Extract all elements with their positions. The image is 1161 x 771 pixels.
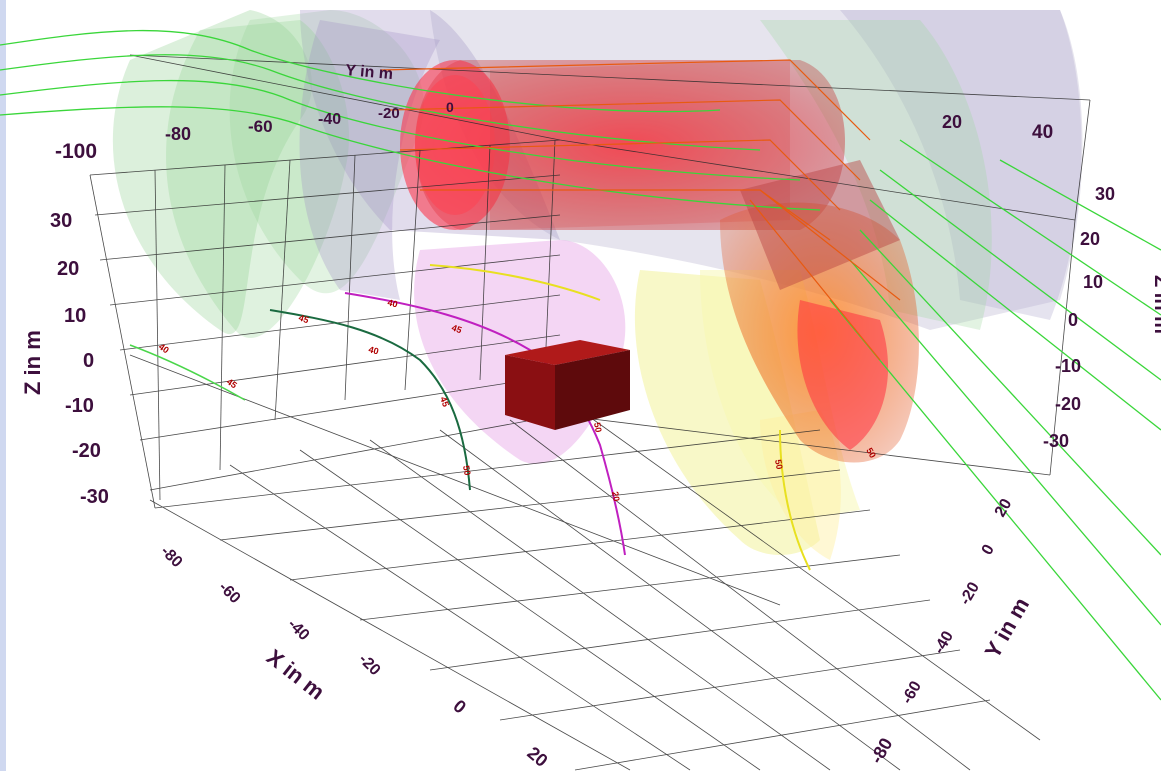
x-tick: -20	[355, 651, 383, 679]
y-top-tick: -60	[248, 117, 273, 136]
y-top-tick: 0	[446, 99, 454, 115]
y-tick: 0	[979, 542, 998, 558]
y-axis-top-title: Y in m	[345, 62, 394, 83]
z-left-tick: -20	[72, 440, 101, 462]
y-top-tick: -40	[318, 111, 341, 128]
contour-label: 45	[297, 312, 310, 325]
z-left-tick: -30	[80, 486, 109, 508]
y-axis-top: Y in m -100 -80 -60 -40 -20 0 20 40	[55, 62, 1053, 163]
x-axis: X in m -80 -60 -40 -20 0 20	[157, 543, 551, 771]
x-tick: -40	[284, 616, 312, 644]
x-axis-title: X in m	[262, 644, 329, 704]
contour-label: 45	[438, 395, 451, 408]
z-axis-left: Z in m 30 20 10 0 -10 -20 -30	[20, 210, 109, 508]
z-left-tick: -10	[65, 395, 94, 417]
cylinder-contours	[379, 59, 901, 361]
z-right-tick: -20	[1055, 394, 1081, 414]
z-left-tick: 30	[50, 210, 72, 232]
y-top-tick: -100	[55, 140, 97, 163]
z-right-tick: 10	[1083, 272, 1103, 292]
contour-label: 50	[592, 422, 604, 434]
y-axis: Y in m 20 0 -20 -40 -60 -80	[866, 496, 1034, 767]
z-right-tick: 30	[1095, 184, 1115, 204]
contour-label: 40	[157, 341, 171, 355]
side-strip	[0, 0, 6, 771]
contour-label: 20	[610, 491, 622, 503]
orange-red-core	[720, 160, 919, 463]
x-tick: -60	[215, 579, 243, 607]
y-top-tick: 20	[942, 112, 962, 132]
z-axis-right: Z in m 30 20 10 0 -10 -20 -30	[1043, 184, 1161, 451]
y-top-tick: -80	[165, 124, 191, 144]
x-tick: 20	[523, 743, 551, 771]
y-tick: -40	[931, 628, 957, 657]
z-left-tick: 0	[83, 350, 94, 372]
z-right-tick: -30	[1043, 431, 1069, 451]
y-tick: -20	[957, 579, 983, 608]
contour-label: 50	[461, 465, 473, 477]
z-right-tick: 20	[1080, 229, 1100, 249]
green-rays	[0, 29, 1161, 701]
contour-label: 45	[450, 322, 463, 335]
light-green-curve	[129, 344, 246, 401]
contour-label: 50	[864, 446, 878, 460]
contour-label: 40	[386, 297, 398, 309]
red-box	[505, 340, 630, 430]
y-tick: 20	[992, 496, 1016, 520]
x-tick: -80	[157, 543, 185, 571]
y-top-tick: 40	[1032, 122, 1053, 143]
contour-labels: 40 45 45 40 45 50 40 45 20 50 50 50	[157, 297, 878, 502]
y-top-tick: -20	[378, 105, 400, 122]
y-tick: -80	[866, 734, 896, 767]
z-axis-left-title: Z in m	[20, 330, 45, 395]
y-axis-title: Y in m	[980, 593, 1034, 662]
contour-label: 45	[225, 376, 239, 390]
red-cylinder	[400, 60, 845, 230]
contour-label: 40	[367, 344, 379, 356]
yellow-curve	[429, 264, 811, 571]
x-tick: 0	[449, 696, 470, 718]
y-tick: -60	[899, 678, 925, 707]
z-axis-right-title: Z in m	[1150, 275, 1161, 334]
green-curtain-left	[166, 20, 349, 338]
z-left-tick: 20	[57, 258, 79, 280]
dark-green-curve	[269, 309, 471, 491]
contour-label: 50	[773, 459, 785, 471]
z-right-tick: -10	[1055, 356, 1081, 376]
z-right-tick: 0	[1068, 310, 1078, 330]
z-left-tick: 10	[64, 305, 86, 327]
